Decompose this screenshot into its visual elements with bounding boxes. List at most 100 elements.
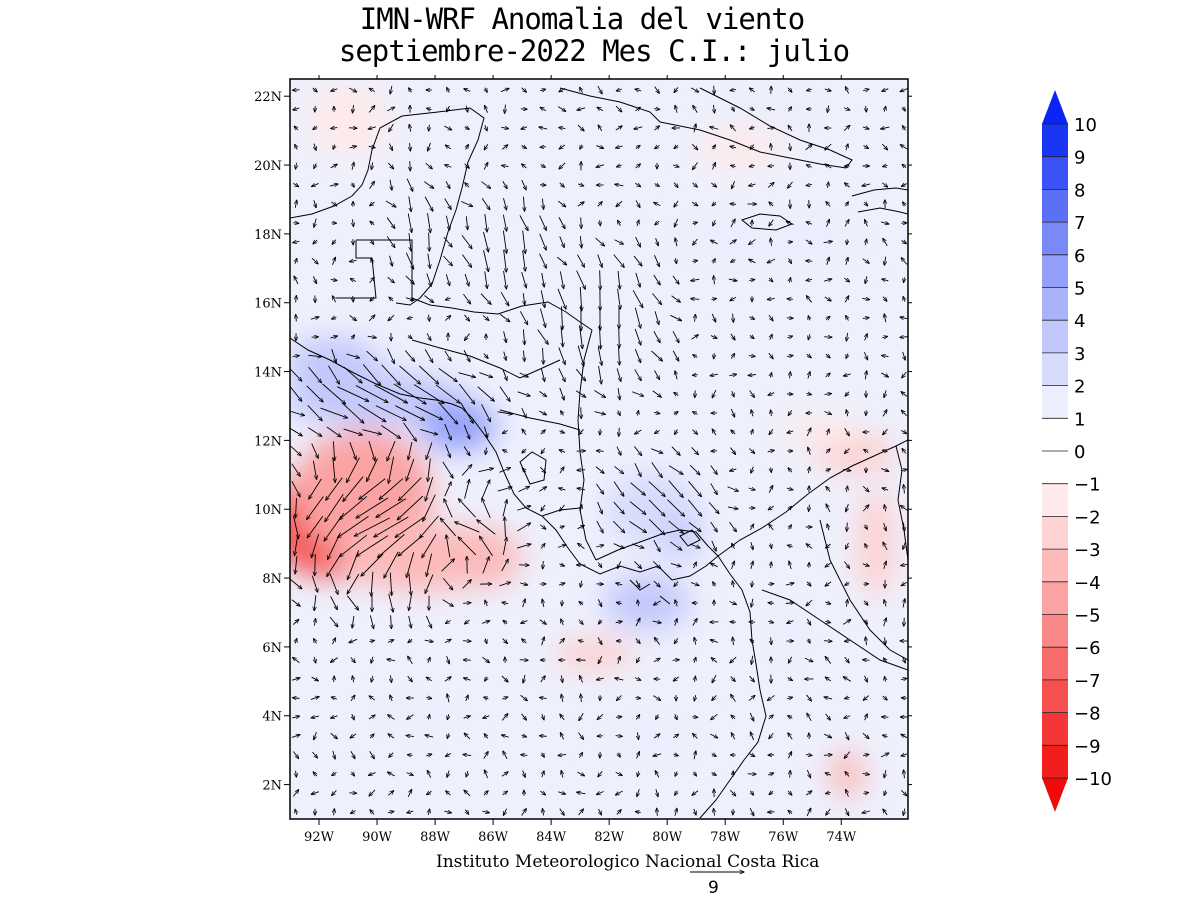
wind-vector-arrow-icon (313, 126, 318, 129)
wind-vector-arrow-icon (444, 423, 451, 440)
wind-vector-arrow-icon (388, 456, 395, 484)
wind-vector-arrow-icon (788, 468, 793, 473)
wind-vector-arrow-icon (597, 599, 601, 606)
wind-vector-arrow-icon (635, 200, 640, 207)
wind-vector-arrow-icon (561, 694, 563, 702)
wind-vector-arrow-icon (750, 639, 754, 643)
wind-vector-arrow-icon (674, 200, 679, 207)
wind-vector-arrow-icon (885, 676, 886, 682)
wind-vector-arrow-icon (806, 222, 813, 224)
wind-vector-arrow-icon (635, 429, 642, 434)
wind-vector-arrow-icon (444, 499, 453, 518)
wind-vector-arrow-icon (379, 478, 404, 500)
wind-vector-arrow-icon (843, 125, 850, 131)
wind-vector-arrow-icon (617, 561, 622, 568)
wind-vector-arrow-icon (502, 638, 508, 644)
wind-vector-arrow-icon (408, 572, 411, 595)
wind-vector-arrow-icon (712, 429, 717, 436)
wind-vector-arrow-icon (842, 620, 851, 625)
wind-vector-arrow-icon (614, 239, 624, 244)
wind-vector-arrow-icon (752, 580, 753, 587)
wind-vector-arrow-icon (673, 182, 678, 187)
wind-vector-arrow-icon (864, 202, 867, 206)
wind-vector-arrow-icon (559, 387, 564, 400)
colorbar-label: 7 (1074, 213, 1085, 234)
anomaly-region (307, 85, 389, 155)
wind-vector-arrow-icon (425, 574, 434, 594)
wind-vector-arrow-icon (577, 345, 584, 367)
wind-vector-arrow-icon (517, 523, 530, 532)
wind-vector-arrow-icon (629, 521, 646, 532)
wind-vector-arrow-icon (352, 219, 353, 226)
wind-vector-arrow-icon (484, 105, 488, 113)
colorbar-label: 3 (1074, 344, 1085, 365)
lat-tick-label: 16N (254, 297, 282, 312)
wind-vector-arrow-icon (485, 124, 487, 131)
wind-vector-arrow-icon (480, 293, 491, 305)
wind-vector-arrow-icon (542, 637, 545, 646)
wind-vector-arrow-icon (497, 411, 513, 414)
wind-vector-arrow-icon (296, 296, 297, 303)
wind-vector-arrow-icon (445, 215, 449, 231)
wind-vector-arrow-icon (503, 450, 508, 453)
wind-vector-arrow-icon (597, 202, 602, 207)
wind-vector-arrow-icon (407, 755, 413, 756)
wind-vector-arrow-icon (826, 316, 830, 319)
wind-vector-arrow-icon (290, 386, 302, 402)
wind-vector-arrow-icon (710, 127, 719, 130)
wind-vector-arrow-icon (900, 505, 908, 511)
wind-vector-arrow-icon (333, 257, 336, 265)
wind-vector-arrow-icon (539, 253, 547, 269)
wind-vector-arrow-icon (311, 443, 319, 459)
wind-vector-arrow-icon (539, 697, 547, 698)
wind-vector-arrow-icon (521, 164, 527, 169)
wind-vector-arrow-icon (387, 659, 396, 660)
wind-vector-arrow-icon (558, 217, 565, 229)
wind-vector-arrow-icon (630, 482, 646, 495)
wind-vector-arrow-icon (523, 599, 526, 608)
wind-vector-arrow-icon (826, 202, 831, 207)
wind-vector-arrow-icon (445, 274, 449, 286)
wind-vector-arrow-icon (499, 313, 510, 322)
wind-vector-arrow-icon (632, 290, 643, 307)
lat-tick-label: 10N (254, 503, 282, 518)
wind-vector-arrow-icon (296, 315, 297, 322)
colorbar-segment (1042, 287, 1068, 321)
colorbar-label: −8 (1074, 704, 1101, 725)
wind-vector-arrow-icon (314, 218, 316, 228)
wind-vector-arrow-icon (846, 332, 847, 341)
wind-vector-arrow-icon (464, 273, 469, 286)
central-america-caribbean-coastline (411, 297, 593, 331)
wind-vector-arrow-icon (350, 657, 355, 662)
wind-vector-arrow-icon (748, 695, 755, 701)
wind-vector-arrow-icon (578, 640, 584, 642)
wind-vector-arrow-icon (353, 295, 354, 302)
wind-vector-arrow-icon (559, 564, 564, 566)
wind-vector-arrow-icon (559, 488, 566, 490)
wind-vector-arrow-icon (343, 366, 362, 383)
wind-vector-arrow-icon (732, 390, 734, 397)
wind-vector-arrow-icon (902, 126, 905, 131)
wind-vector-arrow-icon (408, 196, 411, 211)
wind-vector-arrow-icon (519, 660, 529, 661)
wind-vector-arrow-icon (369, 88, 376, 93)
wind-vector-arrow-icon (769, 278, 773, 282)
wind-vector-arrow-icon (559, 162, 566, 169)
wind-vector-arrow-icon (674, 87, 679, 92)
colorbar-label: 4 (1074, 311, 1085, 332)
wind-vector-arrow-icon (464, 163, 470, 169)
wind-vector-arrow-icon (843, 374, 851, 376)
wind-vector-arrow-icon (749, 390, 755, 398)
wind-vector-arrow-icon (768, 621, 773, 623)
colorbar-label: 5 (1074, 279, 1085, 300)
wind-vector-arrow-icon (523, 329, 524, 344)
wind-vector-arrow-icon (654, 86, 660, 94)
wind-vector-arrow-icon (447, 105, 450, 112)
wind-vector-arrow-icon (539, 487, 546, 492)
wind-vector-arrow-icon (825, 449, 830, 454)
wind-vector-arrow-icon (390, 179, 392, 191)
wind-vector-arrow-icon (332, 457, 335, 482)
wind-vector-arrow-icon (790, 143, 791, 150)
wind-vector-arrow-icon (369, 277, 375, 284)
